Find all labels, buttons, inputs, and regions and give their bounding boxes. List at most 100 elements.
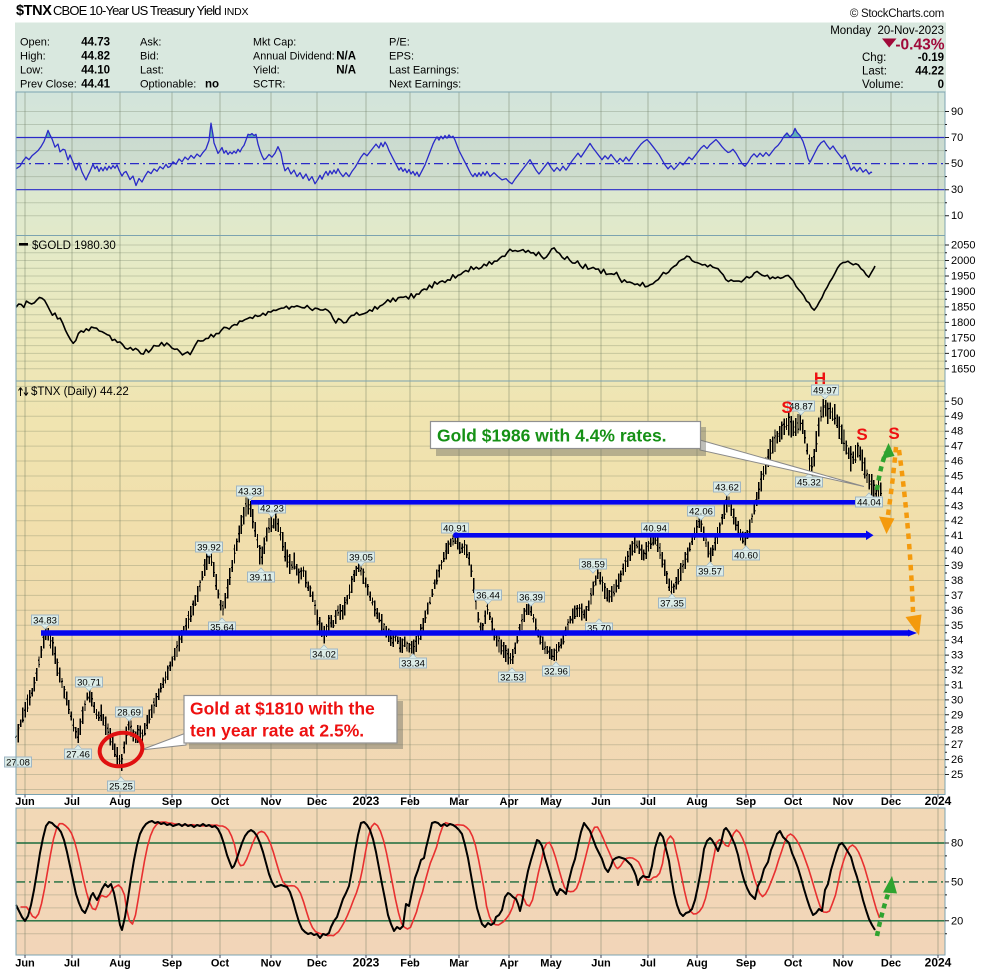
svg-text:Jun: Jun [15, 796, 35, 808]
svg-text:50: 50 [951, 876, 963, 888]
svg-text:35.64: 35.64 [210, 623, 234, 634]
svg-text:35.70: 35.70 [587, 624, 611, 635]
svg-text:36.44: 36.44 [476, 591, 500, 602]
svg-text:49: 49 [951, 411, 963, 423]
svg-text:Nov: Nov [833, 958, 855, 970]
svg-text:Volume:: Volume: [862, 79, 904, 91]
svg-text:S: S [888, 424, 899, 443]
svg-text:Aug: Aug [686, 796, 707, 808]
svg-text:Oct: Oct [784, 796, 803, 808]
svg-text:Annual Dividend:: Annual Dividend: [253, 51, 335, 63]
svg-text:33: 33 [951, 650, 963, 662]
svg-text:Oct: Oct [784, 958, 803, 970]
svg-text:H: H [814, 369, 826, 388]
svg-text:70: 70 [951, 132, 963, 144]
svg-text:44.82: 44.82 [81, 51, 110, 63]
svg-text:Jul: Jul [64, 958, 80, 970]
svg-text:50: 50 [951, 158, 963, 170]
svg-text:40.91: 40.91 [443, 524, 467, 535]
svg-text:Jun: Jun [15, 958, 35, 970]
svg-text:44.10: 44.10 [81, 65, 110, 77]
svg-text:2023: 2023 [353, 956, 380, 970]
svg-text:44.04: 44.04 [857, 498, 881, 509]
svg-text:29: 29 [951, 709, 963, 721]
svg-text:Gold $1986 with 4.4% rates.: Gold $1986 with 4.4% rates. [437, 426, 667, 446]
svg-text:41: 41 [951, 530, 963, 542]
svg-text:© StockCharts.com: © StockCharts.com [850, 8, 944, 20]
svg-text:34.02: 34.02 [312, 650, 336, 661]
svg-text:44.22: 44.22 [915, 66, 944, 78]
svg-text:Dec: Dec [881, 796, 901, 808]
svg-text:Dec: Dec [307, 796, 327, 808]
svg-text:42.06: 42.06 [689, 507, 713, 518]
svg-text:no: no [205, 79, 219, 91]
svg-text:$TNX (Daily) 44.22: $TNX (Daily) 44.22 [31, 386, 129, 398]
svg-text:Chg:: Chg: [862, 52, 886, 64]
svg-text:Prev Close:: Prev Close: [20, 79, 77, 91]
svg-text:N/A: N/A [336, 65, 356, 77]
svg-text:37.35: 37.35 [660, 599, 684, 610]
svg-text:36: 36 [951, 605, 963, 617]
svg-text:SCTR:: SCTR: [253, 79, 285, 91]
svg-text:Sep: Sep [162, 958, 182, 970]
svg-text:40.94: 40.94 [643, 524, 667, 535]
svg-text:39.05: 39.05 [349, 553, 373, 564]
svg-text:26: 26 [951, 754, 963, 766]
svg-text:-0.43%: -0.43% [895, 37, 944, 54]
svg-text:Sep: Sep [736, 796, 756, 808]
svg-text:Mar: Mar [449, 796, 469, 808]
svg-text:42: 42 [951, 515, 963, 527]
svg-text:1800: 1800 [951, 317, 975, 329]
svg-text:40.60: 40.60 [734, 551, 758, 562]
svg-text:31: 31 [951, 680, 963, 692]
svg-text:Mkt Cap:: Mkt Cap: [253, 37, 296, 49]
svg-text:2050: 2050 [951, 240, 975, 252]
svg-text:39.92: 39.92 [197, 543, 221, 554]
svg-text:32.53: 32.53 [500, 673, 524, 684]
svg-text:28: 28 [951, 724, 963, 736]
svg-text:25.25: 25.25 [109, 782, 133, 793]
svg-text:44: 44 [951, 485, 963, 497]
svg-text:2024: 2024 [925, 794, 952, 808]
svg-text:43.62: 43.62 [715, 483, 739, 494]
svg-text:43: 43 [951, 500, 963, 512]
svg-text:32.96: 32.96 [544, 667, 568, 678]
svg-text:0: 0 [938, 79, 944, 91]
svg-text:Apr: Apr [500, 796, 520, 808]
svg-text:Next Earnings:: Next Earnings: [389, 79, 461, 91]
svg-text:INDX: INDX [224, 6, 248, 18]
svg-text:44.41: 44.41 [81, 79, 110, 91]
svg-text:P/E:: P/E: [389, 37, 410, 49]
svg-text:Monday 20-Nov-2023: Monday 20-Nov-2023 [830, 25, 944, 37]
svg-text:Dec: Dec [307, 958, 327, 970]
svg-text:Feb: Feb [400, 796, 420, 808]
svg-text:Yield:: Yield: [253, 65, 280, 77]
svg-text:$TNX: $TNX [16, 3, 52, 19]
svg-text:30.71: 30.71 [77, 678, 101, 689]
svg-text:Mar: Mar [449, 958, 469, 970]
svg-text:38: 38 [951, 575, 963, 587]
svg-text:25: 25 [951, 769, 963, 781]
svg-text:Jul: Jul [640, 796, 656, 808]
svg-text:36.39: 36.39 [519, 593, 543, 604]
svg-text:Optionable:: Optionable: [140, 79, 196, 91]
svg-text:Low:: Low: [20, 65, 43, 77]
svg-text:Gold at $1810 with the: Gold at $1810 with the [190, 699, 375, 719]
svg-text:ten year rate at 2.5%.: ten year rate at 2.5%. [190, 721, 364, 741]
svg-text:48: 48 [951, 426, 963, 438]
svg-text:Aug: Aug [686, 958, 707, 970]
svg-text:Jun: Jun [591, 796, 611, 808]
svg-text:Apr: Apr [500, 958, 520, 970]
svg-text:43.33: 43.33 [238, 487, 262, 498]
svg-text:34.83: 34.83 [33, 616, 57, 627]
svg-text:1750: 1750 [951, 332, 975, 344]
svg-text:1700: 1700 [951, 348, 975, 360]
svg-text:Nov: Nov [261, 958, 283, 970]
svg-text:32: 32 [951, 665, 963, 677]
svg-text:39.57: 39.57 [698, 567, 722, 578]
svg-text:42.23: 42.23 [260, 504, 284, 515]
svg-text:49.97: 49.97 [813, 386, 837, 397]
svg-text:Aug: Aug [109, 796, 130, 808]
svg-text:Jul: Jul [640, 958, 656, 970]
svg-text:33.34: 33.34 [401, 659, 425, 670]
